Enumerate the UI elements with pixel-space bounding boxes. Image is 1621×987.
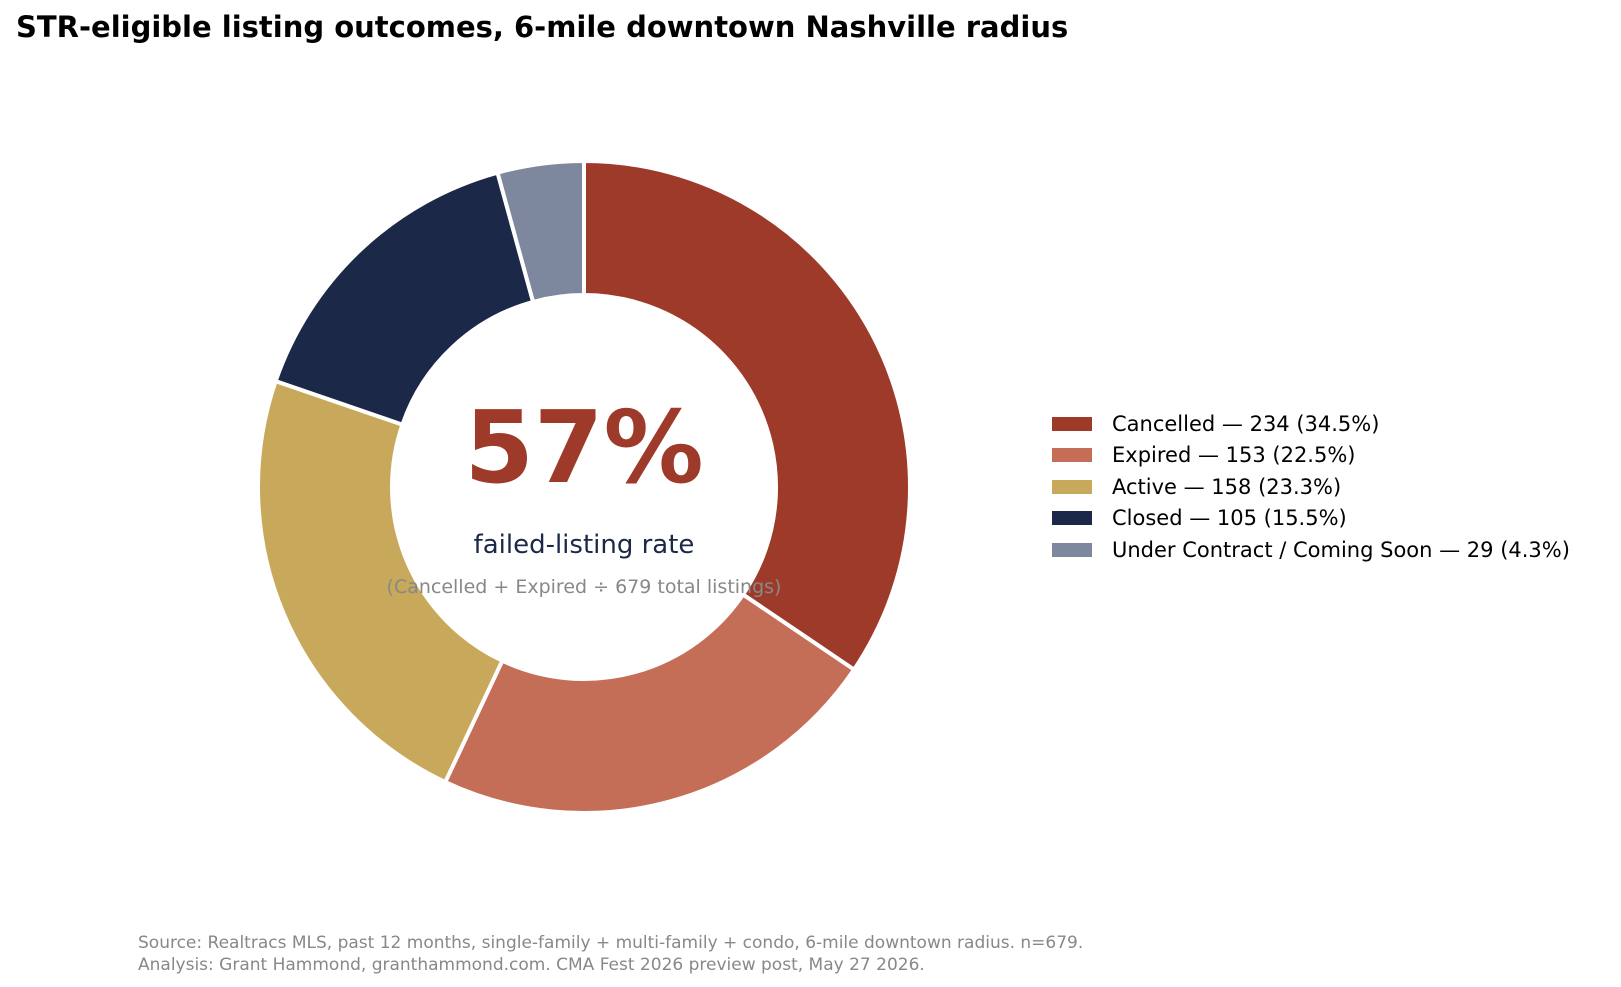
legend-item-active: Active — 158 (23.3%) [1052,471,1570,503]
donut-slice-under-contract-coming-soon [495,158,586,305]
donut-slice-expired [442,591,857,815]
donut-slice-cancelled [582,158,912,673]
legend-label: Active — 158 (23.3%) [1112,474,1342,499]
legend-swatch [1052,542,1092,557]
legend-item-under-contract: Under Contract / Coming Soon — 29 (4.3%) [1052,534,1570,566]
donut-slice-closed [273,170,536,428]
analysis-line: Analysis: Grant Hammond, granthammond.co… [138,955,925,975]
legend: Cancelled — 234 (34.5%) Expired — 153 (2… [1052,408,1570,566]
source-note: Source: Realtracs MLS, past 12 months, s… [138,932,1083,976]
legend-item-closed: Closed — 105 (15.5%) [1052,503,1570,535]
donut-slice-active [256,378,505,785]
legend-item-expired: Expired — 153 (22.5%) [1052,440,1570,472]
center-subtitle: failed-listing rate [474,530,695,560]
center-headline: 57% [464,389,703,506]
legend-swatch [1052,448,1092,463]
legend-swatch [1052,416,1092,431]
legend-label: Closed — 105 (15.5%) [1112,506,1347,531]
donut-slices [256,158,912,815]
legend-item-cancelled: Cancelled — 234 (34.5%) [1052,408,1570,440]
chart-title: STR-eligible listing outcomes, 6-mile do… [16,10,1069,44]
legend-label: Cancelled — 234 (34.5%) [1112,411,1380,436]
legend-swatch [1052,479,1092,494]
legend-label: Expired — 153 (22.5%) [1112,443,1356,468]
legend-label: Under Contract / Coming Soon — 29 (4.3%) [1112,537,1570,562]
source-line: Source: Realtracs MLS, past 12 months, s… [138,933,1084,953]
legend-swatch [1052,511,1092,526]
center-note: (Cancelled + Expired ÷ 679 total listing… [387,576,782,598]
